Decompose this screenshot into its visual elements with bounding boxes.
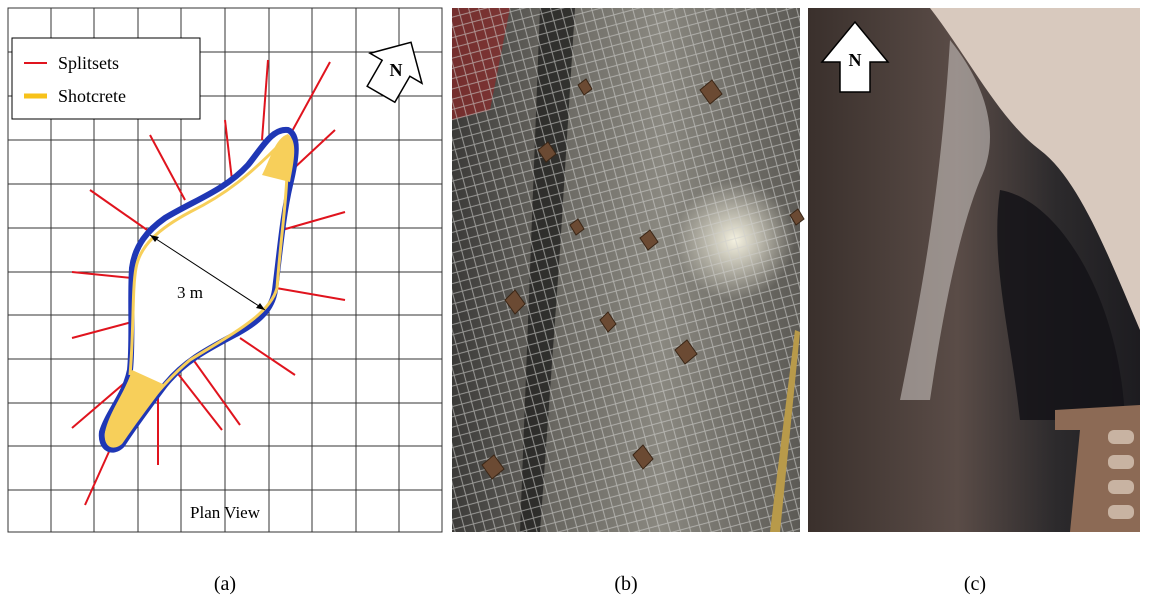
north-label: N — [390, 60, 403, 80]
panel-c-photo: N — [808, 8, 1140, 532]
legend: Splitsets Shotcrete — [12, 38, 200, 119]
mesh — [452, 8, 800, 532]
panel-label: (c) — [964, 573, 986, 595]
caption: Plan View — [190, 503, 261, 522]
legend-label: Shotcrete — [58, 86, 126, 106]
panel-b-photo — [452, 8, 804, 532]
legend-label: Splitsets — [58, 53, 119, 73]
figure: 3 m Plan View Splitsets Shotcrete N — [0, 0, 1149, 605]
page: 3 m Plan View Splitsets Shotcrete N — [0, 0, 1149, 605]
legend-box — [12, 38, 200, 119]
dimension-label: 3 m — [177, 283, 203, 302]
north-label: N — [849, 50, 862, 70]
panel-label: (a) — [214, 573, 236, 595]
panel-a: 3 m Plan View Splitsets Shotcrete N — [8, 8, 442, 532]
panel-label: (b) — [614, 573, 637, 595]
